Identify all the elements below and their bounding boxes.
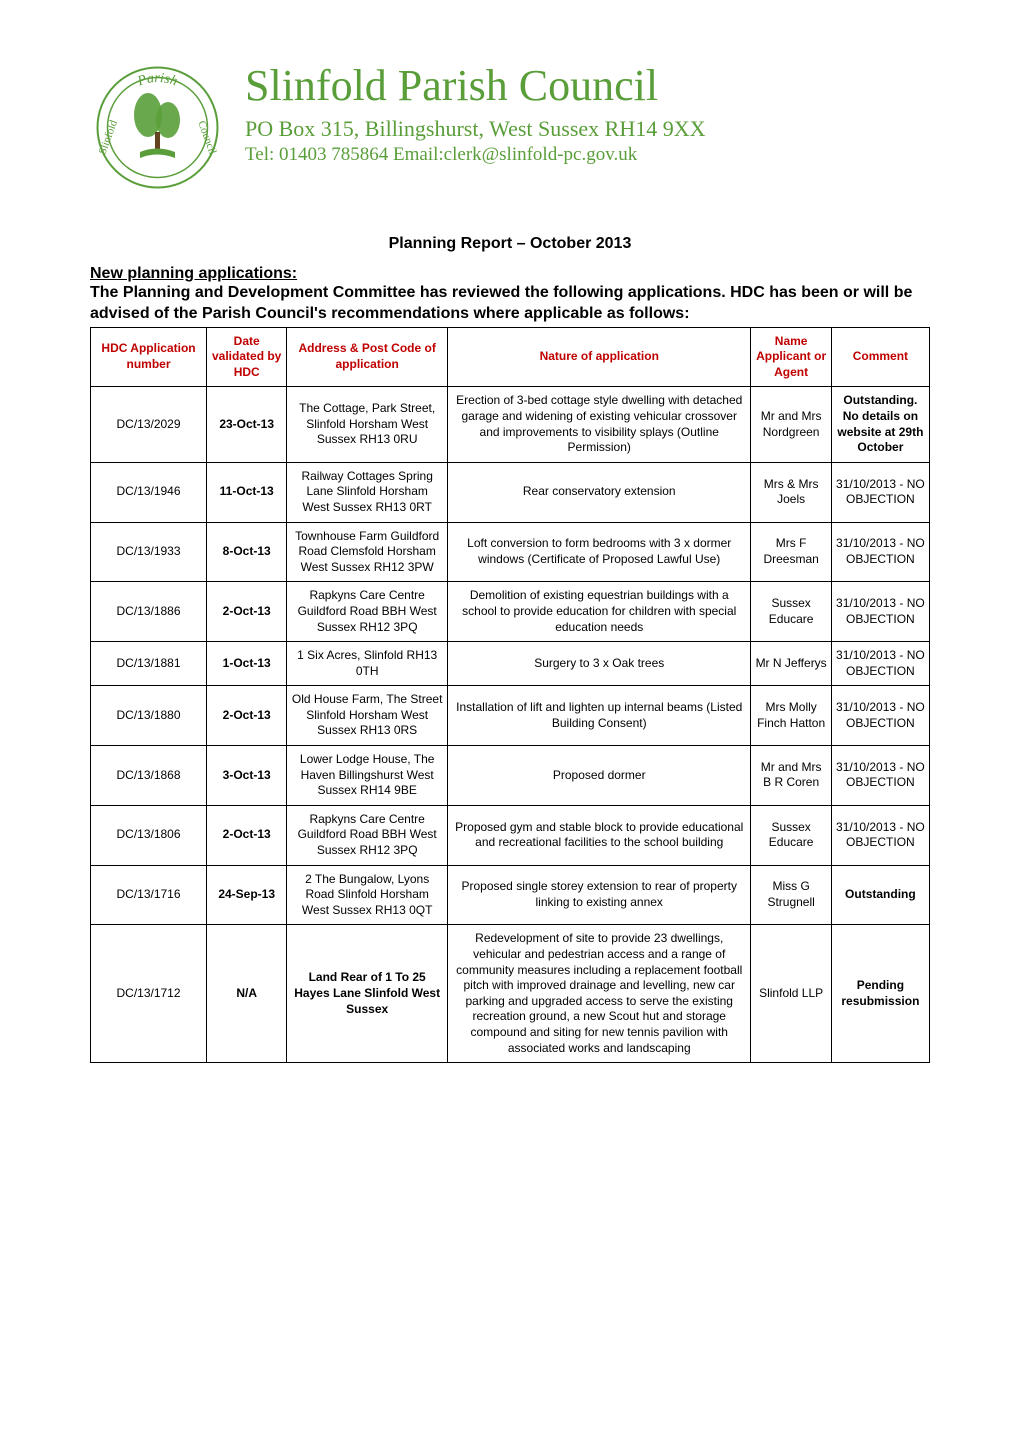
table-row: DC/13/18862-Oct-13Rapkyns Care Centre Gu…	[91, 582, 930, 642]
table-row: DC/13/18062-Oct-13Rapkyns Care Centre Gu…	[91, 805, 930, 865]
cell-app-number: DC/13/2029	[91, 387, 207, 462]
cell-address: The Cottage, Park Street, Slinfold Horsh…	[287, 387, 448, 462]
cell-date: 24-Sep-13	[207, 865, 287, 925]
cell-date: 23-Oct-13	[207, 387, 287, 462]
cell-address: Land Rear of 1 To 25 Hayes Lane Slinfold…	[287, 925, 448, 1063]
cell-address: Railway Cottages Spring Lane Slinfold Ho…	[287, 462, 448, 522]
header-text-block: Slinfold Parish Council PO Box 315, Bill…	[245, 60, 706, 166]
col-header-comment: Comment	[831, 327, 929, 387]
report-title: Planning Report – October 2013	[90, 235, 930, 253]
cell-comment: Pending resubmission	[831, 925, 929, 1063]
cell-address: 2 The Bungalow, Lyons Road Slinfold Hors…	[287, 865, 448, 925]
cell-nature: Proposed dormer	[448, 746, 751, 806]
cell-applicant: Sussex Educare	[751, 805, 831, 865]
table-row: DC/13/18811-Oct-131 Six Acres, Slinfold …	[91, 642, 930, 686]
cell-comment: Outstanding	[831, 865, 929, 925]
cell-app-number: DC/13/1806	[91, 805, 207, 865]
parish-logo: Parish Slinfold Council	[90, 60, 225, 195]
cell-applicant: Mr N Jefferys	[751, 642, 831, 686]
cell-comment: 31/10/2013 - NO OBJECTION	[831, 746, 929, 806]
cell-address: Old House Farm, The Street Slinfold Hors…	[287, 686, 448, 746]
cell-applicant: Mr and Mrs B R Coren	[751, 746, 831, 806]
intro-text: The Planning and Development Committee h…	[90, 283, 930, 325]
table-row: DC/13/194611-Oct-13Railway Cottages Spri…	[91, 462, 930, 522]
cell-applicant: Sussex Educare	[751, 582, 831, 642]
table-row: DC/13/19338-Oct-13Townhouse Farm Guildfo…	[91, 522, 930, 582]
cell-nature: Proposed gym and stable block to provide…	[448, 805, 751, 865]
col-header-address: Address & Post Code of application	[287, 327, 448, 387]
cell-date: 11-Oct-13	[207, 462, 287, 522]
table-header-row: HDC Application number Date validated by…	[91, 327, 930, 387]
cell-address: Lower Lodge House, The Haven Billingshur…	[287, 746, 448, 806]
cell-date: N/A	[207, 925, 287, 1063]
col-header-nature: Nature of application	[448, 327, 751, 387]
cell-nature: Proposed single storey extension to rear…	[448, 865, 751, 925]
cell-app-number: DC/13/1933	[91, 522, 207, 582]
cell-date: 8-Oct-13	[207, 522, 287, 582]
cell-app-number: DC/13/1880	[91, 686, 207, 746]
cell-nature: Surgery to 3 x Oak trees	[448, 642, 751, 686]
cell-comment: 31/10/2013 - NO OBJECTION	[831, 642, 929, 686]
cell-comment: 31/10/2013 - NO OBJECTION	[831, 686, 929, 746]
document-header: Parish Slinfold Council Slinfold Parish …	[90, 60, 930, 195]
table-row: DC/13/171624-Sep-132 The Bungalow, Lyons…	[91, 865, 930, 925]
cell-app-number: DC/13/1868	[91, 746, 207, 806]
cell-nature: Rear conservatory extension	[448, 462, 751, 522]
cell-nature: Demolition of existing equestrian buildi…	[448, 582, 751, 642]
cell-comment: 31/10/2013 - NO OBJECTION	[831, 462, 929, 522]
cell-applicant: Slinfold LLP	[751, 925, 831, 1063]
cell-date: 2-Oct-13	[207, 805, 287, 865]
svg-text:Slinfold: Slinfold	[97, 118, 121, 156]
cell-comment: Outstanding. No details on website at 29…	[831, 387, 929, 462]
cell-address: Rapkyns Care Centre Guildford Road BBH W…	[287, 805, 448, 865]
cell-comment: 31/10/2013 - NO OBJECTION	[831, 805, 929, 865]
table-row: DC/13/202923-Oct-13The Cottage, Park Str…	[91, 387, 930, 462]
organization-name: Slinfold Parish Council	[245, 60, 706, 111]
cell-app-number: DC/13/1886	[91, 582, 207, 642]
cell-app-number: DC/13/1881	[91, 642, 207, 686]
cell-date: 1-Oct-13	[207, 642, 287, 686]
cell-applicant: Mrs & Mrs Joels	[751, 462, 831, 522]
cell-applicant: Mrs Molly Finch Hatton	[751, 686, 831, 746]
cell-app-number: DC/13/1946	[91, 462, 207, 522]
cell-app-number: DC/13/1712	[91, 925, 207, 1063]
cell-address: 1 Six Acres, Slinfold RH13 0TH	[287, 642, 448, 686]
organization-contact: Tel: 01403 785864 Email:clerk@slinfold-p…	[245, 144, 706, 166]
svg-text:Parish: Parish	[135, 71, 179, 90]
table-row: DC/13/18802-Oct-13Old House Farm, The St…	[91, 686, 930, 746]
cell-date: 2-Oct-13	[207, 582, 287, 642]
table-row: DC/13/1712N/ALand Rear of 1 To 25 Hayes …	[91, 925, 930, 1063]
section-heading: New planning applications:	[90, 265, 297, 282]
svg-text:Council: Council	[195, 119, 218, 156]
cell-applicant: Mr and Mrs Nordgreen	[751, 387, 831, 462]
cell-nature: Erection of 3-bed cottage style dwelling…	[448, 387, 751, 462]
cell-comment: 31/10/2013 - NO OBJECTION	[831, 522, 929, 582]
organization-address: PO Box 315, Billingshurst, West Sussex R…	[245, 116, 706, 142]
cell-nature: Redevelopment of site to provide 23 dwel…	[448, 925, 751, 1063]
table-row: DC/13/18683-Oct-13Lower Lodge House, The…	[91, 746, 930, 806]
cell-comment: 31/10/2013 - NO OBJECTION	[831, 582, 929, 642]
cell-applicant: Mrs F Dreesman	[751, 522, 831, 582]
cell-nature: Loft conversion to form bedrooms with 3 …	[448, 522, 751, 582]
cell-address: Townhouse Farm Guildford Road Clemsfold …	[287, 522, 448, 582]
cell-date: 3-Oct-13	[207, 746, 287, 806]
cell-applicant: Miss G Strugnell	[751, 865, 831, 925]
applications-table: HDC Application number Date validated by…	[90, 327, 930, 1064]
col-header-applicant: Name Applicant or Agent	[751, 327, 831, 387]
cell-date: 2-Oct-13	[207, 686, 287, 746]
cell-address: Rapkyns Care Centre Guildford Road BBH W…	[287, 582, 448, 642]
col-header-date: Date validated by HDC	[207, 327, 287, 387]
cell-app-number: DC/13/1716	[91, 865, 207, 925]
col-header-app-number: HDC Application number	[91, 327, 207, 387]
cell-nature: Installation of lift and lighten up inte…	[448, 686, 751, 746]
